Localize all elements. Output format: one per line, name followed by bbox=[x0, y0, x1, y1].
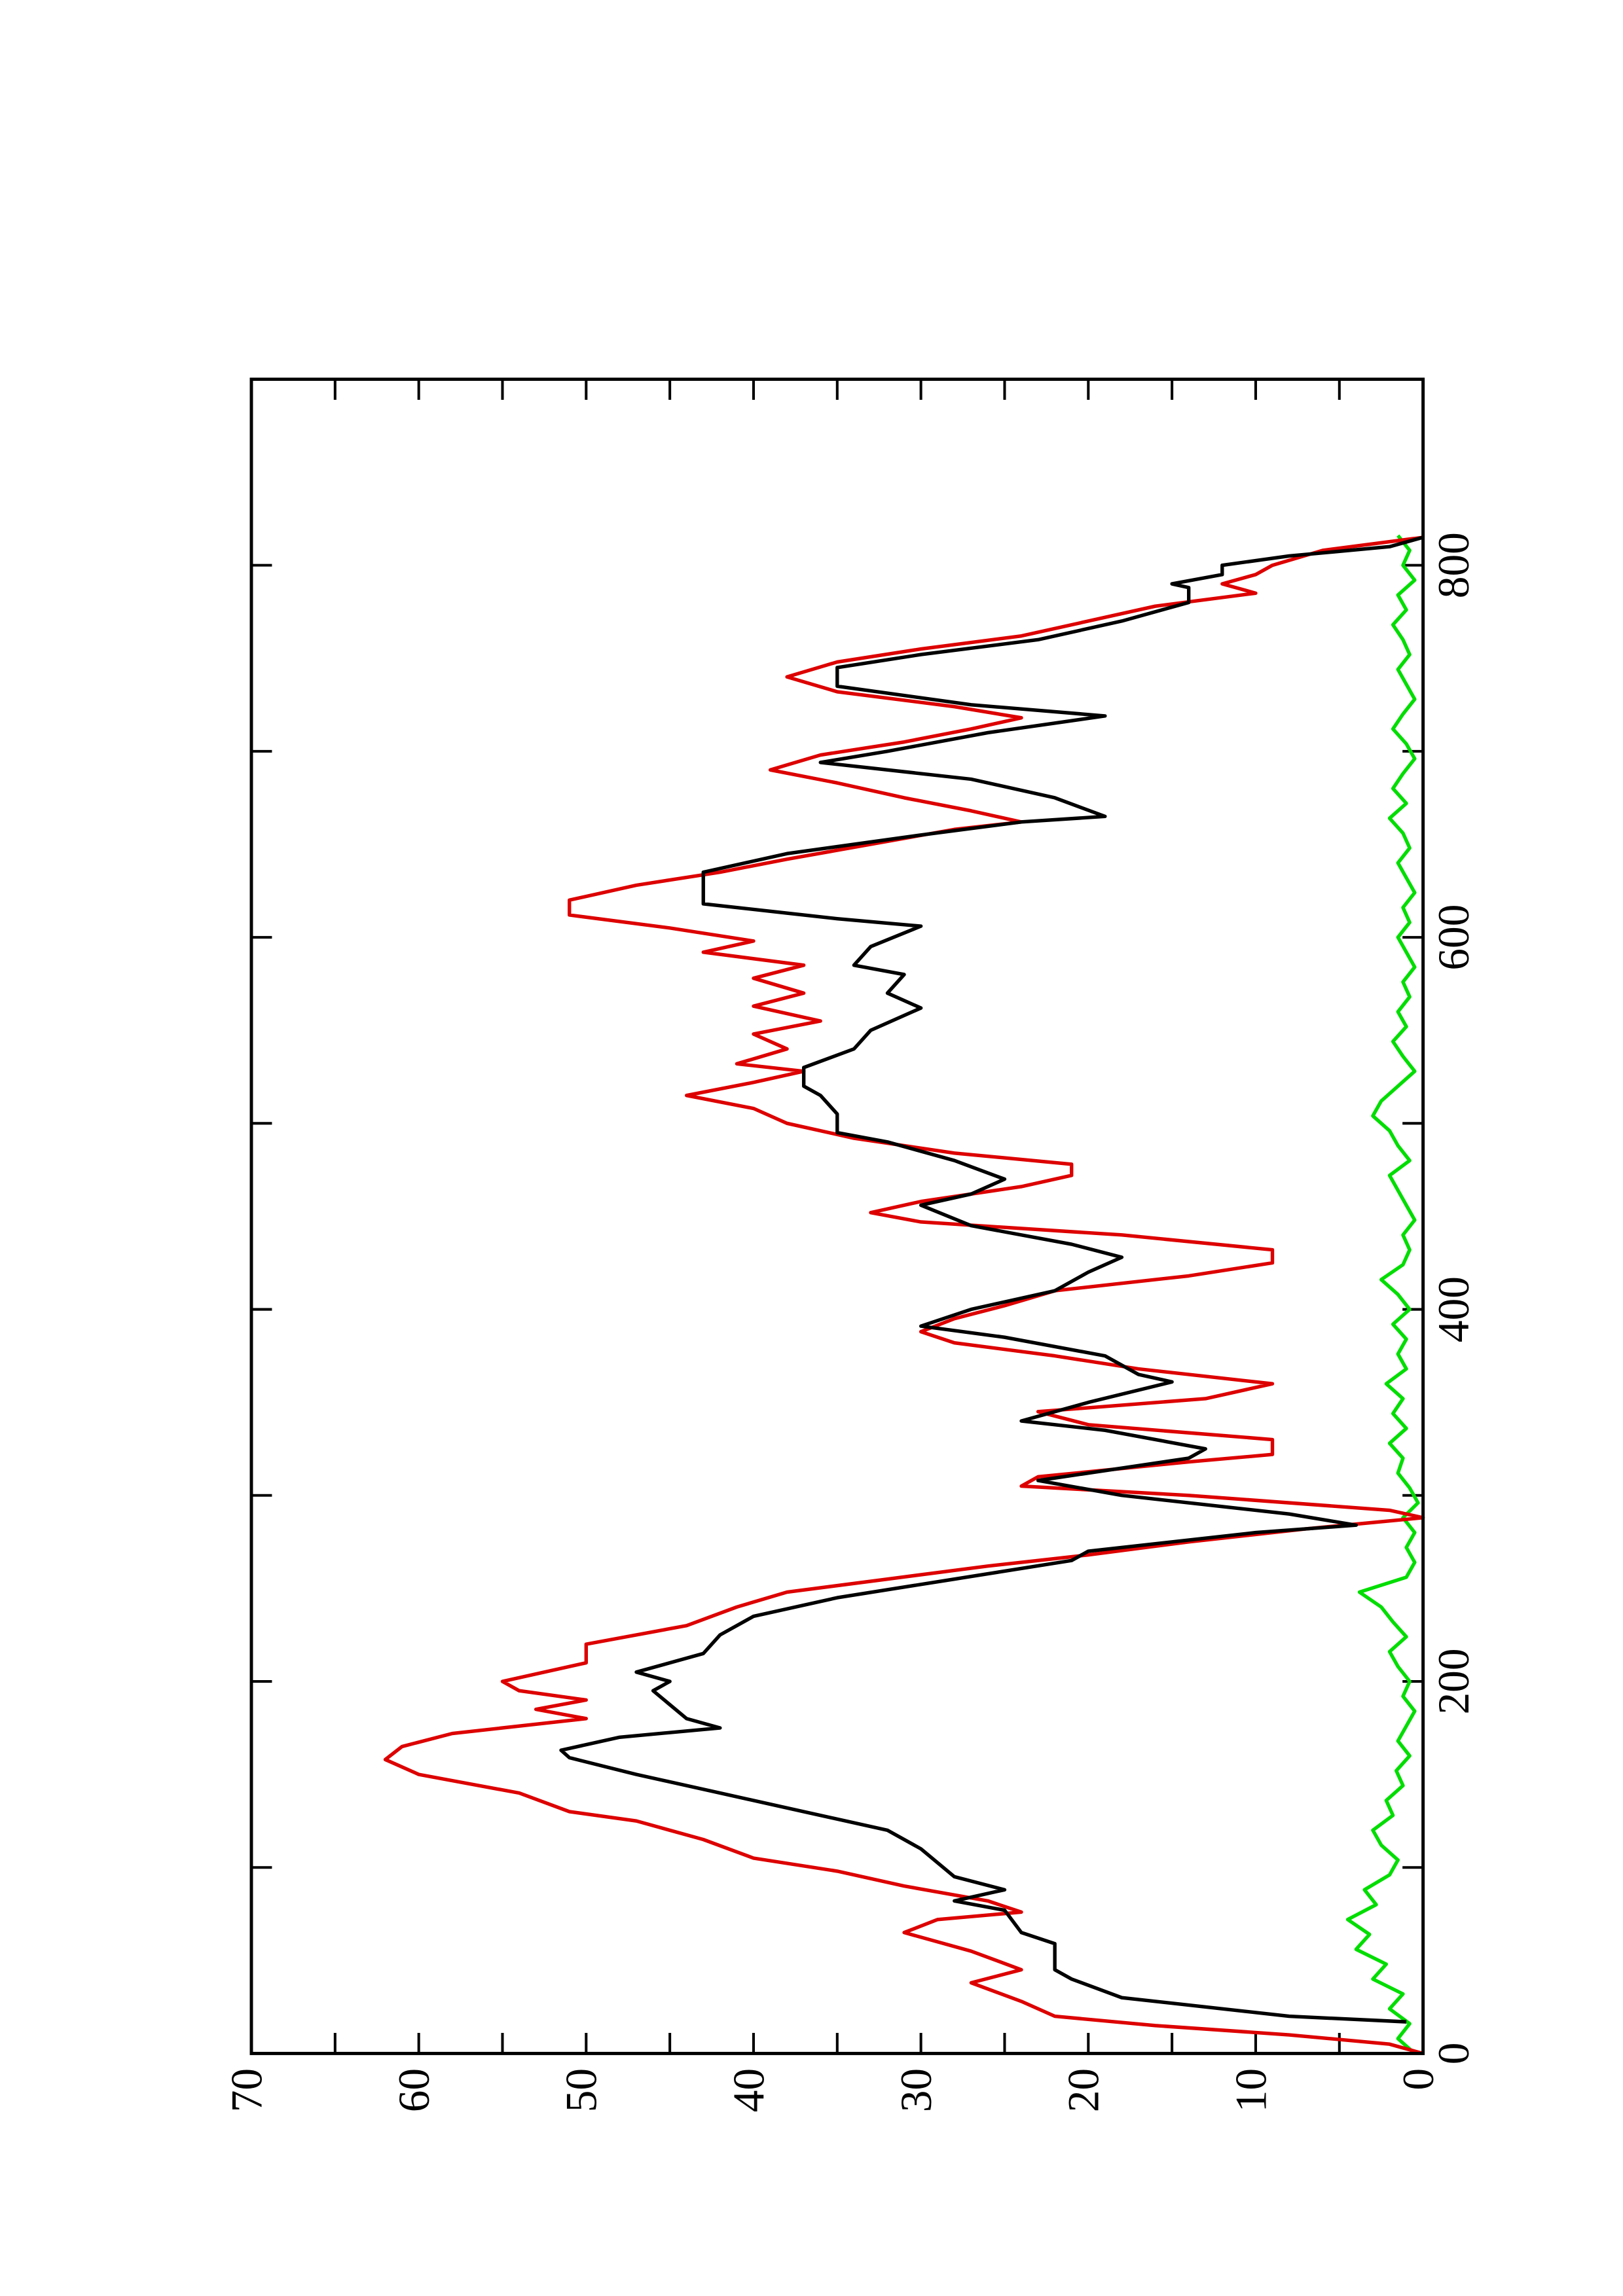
y-tick-label: 10 bbox=[1226, 2068, 1275, 2112]
x-tick-label: 600 bbox=[1429, 905, 1478, 971]
x-tick-label: 400 bbox=[1429, 1276, 1478, 1342]
x-tick-label: 800 bbox=[1429, 532, 1478, 598]
y-tick-label: 50 bbox=[557, 2068, 606, 2112]
plot-area: 0 200 400 600 800 0 10 20 30 40 50 60 70 bbox=[222, 377, 1478, 2112]
x-tick-label: 200 bbox=[1429, 1648, 1478, 1714]
data-line bbox=[383, 535, 1425, 2056]
x-tick-label: 0 bbox=[1429, 2043, 1478, 2065]
y-tick-label: 0 bbox=[1394, 2068, 1443, 2090]
y-tick-label: 20 bbox=[1059, 2068, 1108, 2112]
y-tick-label: 70 bbox=[222, 2068, 271, 2112]
data-line bbox=[1345, 534, 1420, 2055]
y-tick-label: 40 bbox=[724, 2068, 773, 2112]
data-line bbox=[559, 535, 1424, 2024]
y-tick-label: 60 bbox=[390, 2068, 439, 2112]
plot-frame bbox=[249, 377, 1425, 2055]
y-tick-label: 30 bbox=[892, 2068, 941, 2112]
